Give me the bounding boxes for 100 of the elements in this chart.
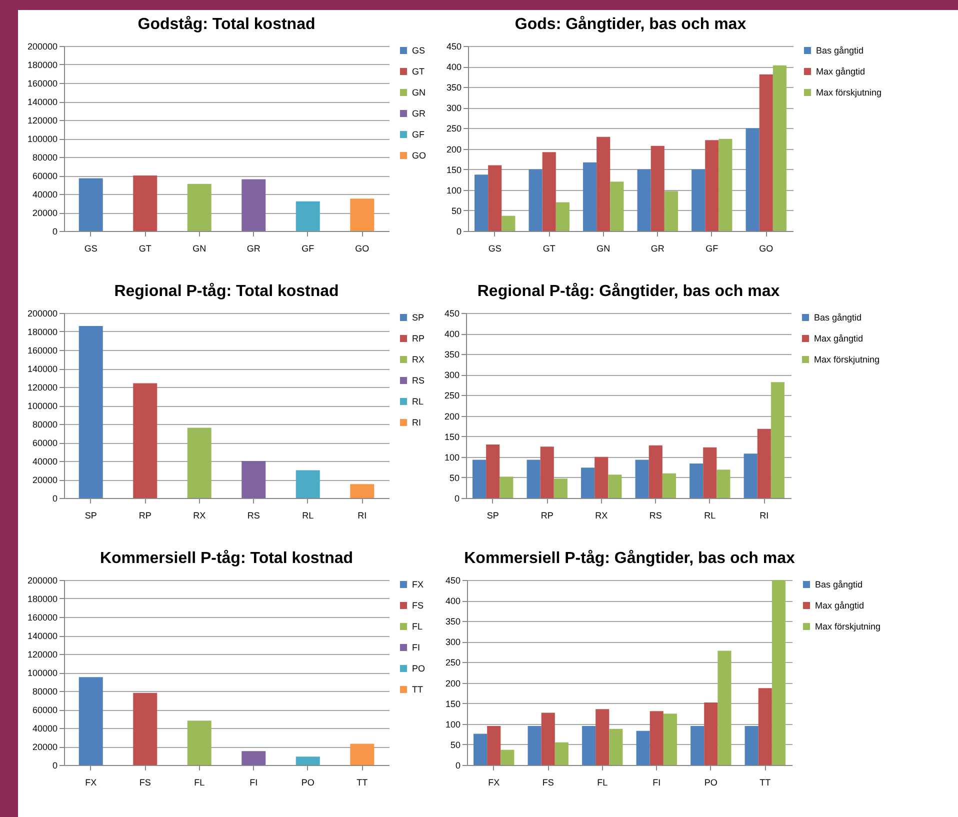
bar bbox=[650, 146, 664, 231]
bar bbox=[772, 580, 786, 765]
chart-title: Regional P-tåg: Total kostnad bbox=[114, 282, 339, 300]
y-tick-label: 0 bbox=[456, 226, 462, 236]
x-tick-label: RI bbox=[760, 510, 769, 520]
bar bbox=[662, 473, 676, 498]
x-tick-label: FS bbox=[542, 778, 554, 788]
y-tick-label: 450 bbox=[444, 308, 460, 318]
x-tick-label: RP bbox=[540, 510, 554, 520]
bar bbox=[703, 447, 717, 498]
bar bbox=[610, 182, 624, 231]
y-tick-label: 200000 bbox=[27, 576, 58, 586]
x-tick-label: GR bbox=[246, 244, 261, 254]
y-tick-label: 160000 bbox=[27, 612, 58, 622]
x-tick-label: RX bbox=[193, 510, 206, 520]
legend-label: Bas gångtid bbox=[816, 46, 864, 56]
bar bbox=[744, 454, 758, 498]
x-tick-label: GN bbox=[596, 244, 610, 254]
x-tick-label: PO bbox=[704, 778, 718, 788]
y-tick-label: 180000 bbox=[27, 327, 58, 337]
y-tick-label: 100000 bbox=[27, 134, 58, 144]
y-tick-label: 20000 bbox=[32, 208, 58, 218]
x-tick-label: RP bbox=[138, 510, 152, 520]
chart-title: Gods: Gångtider, bas och max bbox=[514, 15, 746, 33]
x-tick-label: RL bbox=[704, 510, 716, 520]
y-tick-label: 80000 bbox=[32, 686, 58, 696]
y-tick-label: 40000 bbox=[32, 456, 58, 466]
x-tick-label: SP bbox=[84, 510, 97, 520]
legend-label: FS bbox=[412, 600, 424, 610]
y-tick-label: 0 bbox=[52, 226, 58, 236]
x-tick-label: GT bbox=[138, 244, 152, 254]
legend-label: Bas gångtid bbox=[815, 580, 863, 590]
y-tick-label: 450 bbox=[446, 42, 462, 52]
legend-label: RL bbox=[412, 396, 424, 406]
bar bbox=[554, 742, 568, 765]
y-tick-label: 120000 bbox=[27, 116, 58, 126]
y-tick-label: 160000 bbox=[27, 78, 58, 88]
y-tick-label: 450 bbox=[445, 576, 460, 586]
y-tick-label: 300 bbox=[444, 370, 460, 380]
x-tick-label: GO bbox=[355, 244, 370, 254]
y-tick-label: 140000 bbox=[27, 631, 58, 641]
y-tick-label: 150 bbox=[445, 698, 460, 709]
bar bbox=[596, 709, 610, 765]
bar bbox=[542, 152, 556, 231]
bar bbox=[716, 470, 730, 498]
y-tick-label: 60000 bbox=[32, 438, 58, 448]
bar bbox=[528, 169, 542, 231]
y-tick-label: 100 bbox=[444, 452, 460, 462]
y-tick-label: 50 bbox=[451, 206, 462, 216]
bar bbox=[705, 140, 719, 231]
y-tick-label: 120000 bbox=[27, 382, 58, 392]
y-tick-label: 200000 bbox=[27, 308, 58, 318]
chart-title: Regional P-tåg: Gångtider, bas och max bbox=[477, 282, 780, 300]
y-tick-label: 100 bbox=[445, 719, 460, 730]
y-tick-label: 250 bbox=[446, 124, 462, 134]
y-tick-label: 140000 bbox=[27, 364, 58, 374]
bar bbox=[663, 714, 677, 765]
y-tick-label: 80000 bbox=[32, 152, 58, 162]
y-tick-label: 0 bbox=[52, 494, 58, 504]
x-tick-label: PO bbox=[301, 778, 314, 788]
bar bbox=[690, 726, 704, 765]
legend-label: Max gångtid bbox=[814, 334, 864, 344]
bar bbox=[541, 712, 555, 765]
bar bbox=[502, 216, 516, 231]
bar bbox=[746, 128, 760, 231]
y-tick-label: 300 bbox=[446, 103, 462, 114]
y-tick-label: 60000 bbox=[32, 705, 58, 715]
x-tick-label: GF bbox=[706, 244, 719, 254]
bar bbox=[500, 476, 514, 498]
legend-label: Max förskjutning bbox=[815, 622, 881, 632]
y-tick-label: 50 bbox=[449, 472, 460, 483]
legend-label: GS bbox=[412, 46, 426, 56]
x-tick-label: FL bbox=[597, 778, 608, 788]
y-tick-label: 150 bbox=[444, 432, 460, 442]
bar bbox=[690, 463, 704, 498]
bar bbox=[583, 162, 597, 231]
y-tick-label: 350 bbox=[444, 350, 460, 360]
bar bbox=[528, 726, 542, 765]
y-tick-label: 100000 bbox=[27, 401, 58, 411]
bar bbox=[486, 444, 500, 498]
legend-label: FX bbox=[412, 580, 424, 590]
legend-label: Max förskjutning bbox=[814, 354, 880, 364]
bar bbox=[608, 474, 622, 498]
x-tick-label: FL bbox=[194, 778, 205, 788]
y-tick-label: 200 bbox=[444, 411, 460, 422]
y-tick-label: 400 bbox=[445, 596, 460, 606]
chart-title: Godståg: Total kostnad bbox=[138, 15, 316, 33]
x-tick-label: GR bbox=[650, 244, 665, 254]
y-tick-label: 50 bbox=[450, 740, 460, 750]
x-tick-label: GN bbox=[192, 244, 206, 254]
legend-label: GO bbox=[412, 150, 426, 160]
y-tick-label: 200000 bbox=[27, 42, 58, 52]
bar bbox=[554, 478, 568, 498]
bar bbox=[581, 468, 595, 498]
y-tick-label: 20000 bbox=[32, 742, 58, 752]
x-tick-label: RI bbox=[358, 510, 367, 520]
bar bbox=[609, 728, 623, 765]
y-tick-label: 0 bbox=[454, 494, 460, 504]
bar bbox=[472, 460, 486, 498]
bar bbox=[637, 169, 651, 231]
